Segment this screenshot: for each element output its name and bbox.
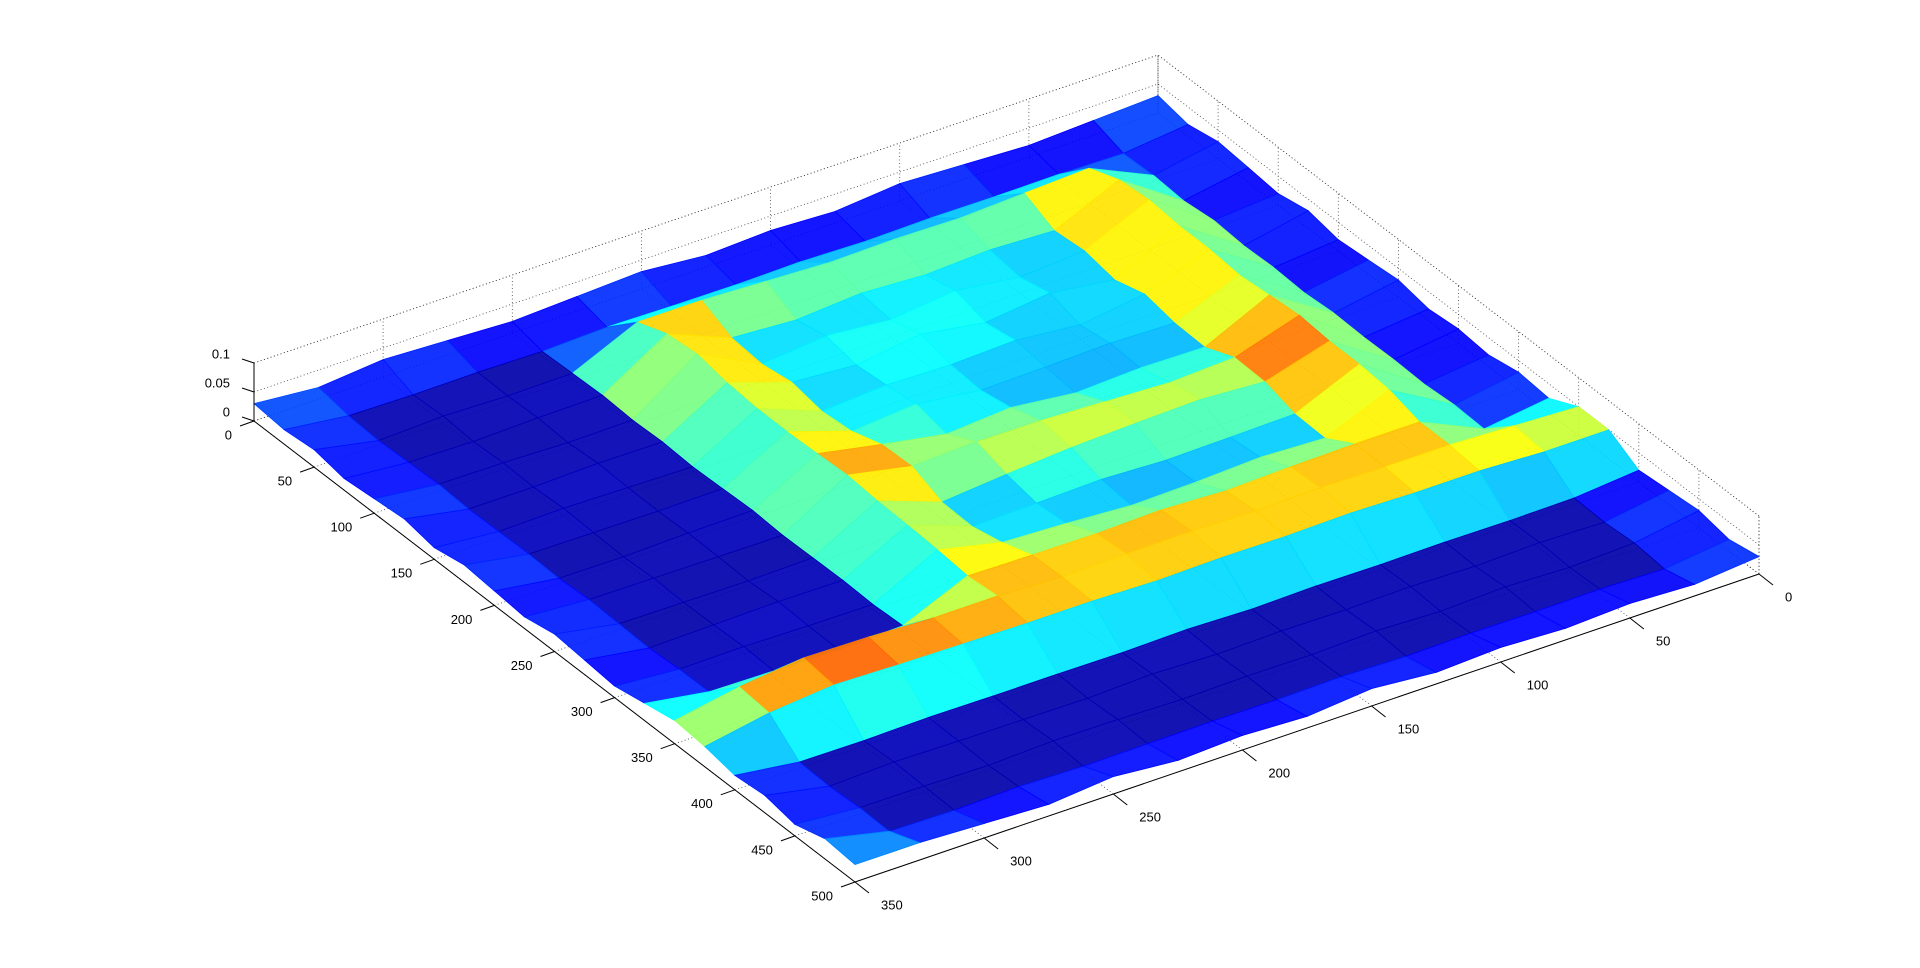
x-tick: [239, 420, 255, 427]
x-tick: [720, 789, 735, 796]
z-tick-label: 0.05: [205, 375, 230, 390]
y-tick-label: 200: [1268, 765, 1290, 780]
y-tick: [1500, 661, 1516, 674]
y-axis: [854, 573, 1760, 883]
y-tick-label: 300: [1010, 853, 1032, 868]
y-tick: [1758, 573, 1774, 586]
x-tick-label: 150: [391, 566, 413, 581]
x-tick-label: 0: [225, 427, 232, 442]
z-grid-line: [253, 54, 1760, 517]
y-tick: [983, 837, 999, 850]
x-tick-label: 250: [511, 658, 533, 673]
x-tick: [299, 466, 315, 473]
x-tick-label: 50: [278, 474, 292, 489]
y-tick-label: 250: [1139, 809, 1161, 824]
x-tick-label: 200: [451, 612, 473, 627]
y-tick-label: 50: [1656, 633, 1670, 648]
x-tick: [540, 651, 555, 657]
y-tick-label: 100: [1527, 677, 1549, 692]
x-tick: [360, 512, 375, 519]
y-tick: [1371, 705, 1386, 718]
mesh-cell: [823, 830, 921, 866]
x-tick-label: 400: [691, 796, 713, 811]
x-tick: [420, 558, 435, 565]
x-tick-label: 300: [571, 704, 593, 719]
z-tick: [241, 416, 255, 422]
y-tick-label: 150: [1398, 721, 1420, 736]
x-tick: [480, 604, 495, 611]
x-tick-label: 100: [330, 520, 352, 535]
x-tick: [780, 835, 796, 842]
x-tick: [600, 697, 615, 704]
y-tick: [1242, 749, 1257, 762]
y-tick-label: 350: [881, 897, 903, 912]
x-tick-label: 450: [751, 842, 773, 857]
y-tick: [1629, 617, 1645, 630]
z-tick-label: 0: [223, 404, 230, 419]
z-tick-label: 0.1: [212, 346, 230, 361]
z-grid-line: [253, 83, 1760, 546]
y-tick: [854, 881, 870, 894]
z-tick: [241, 387, 255, 393]
x-tick-label: 500: [811, 888, 833, 903]
x-tick-label: 350: [631, 750, 653, 765]
y-tick: [1112, 793, 1128, 806]
x-tick: [660, 743, 675, 750]
y-tick-label: 0: [1785, 589, 1792, 604]
z-tick: [241, 358, 255, 364]
x-tick: [840, 881, 856, 888]
